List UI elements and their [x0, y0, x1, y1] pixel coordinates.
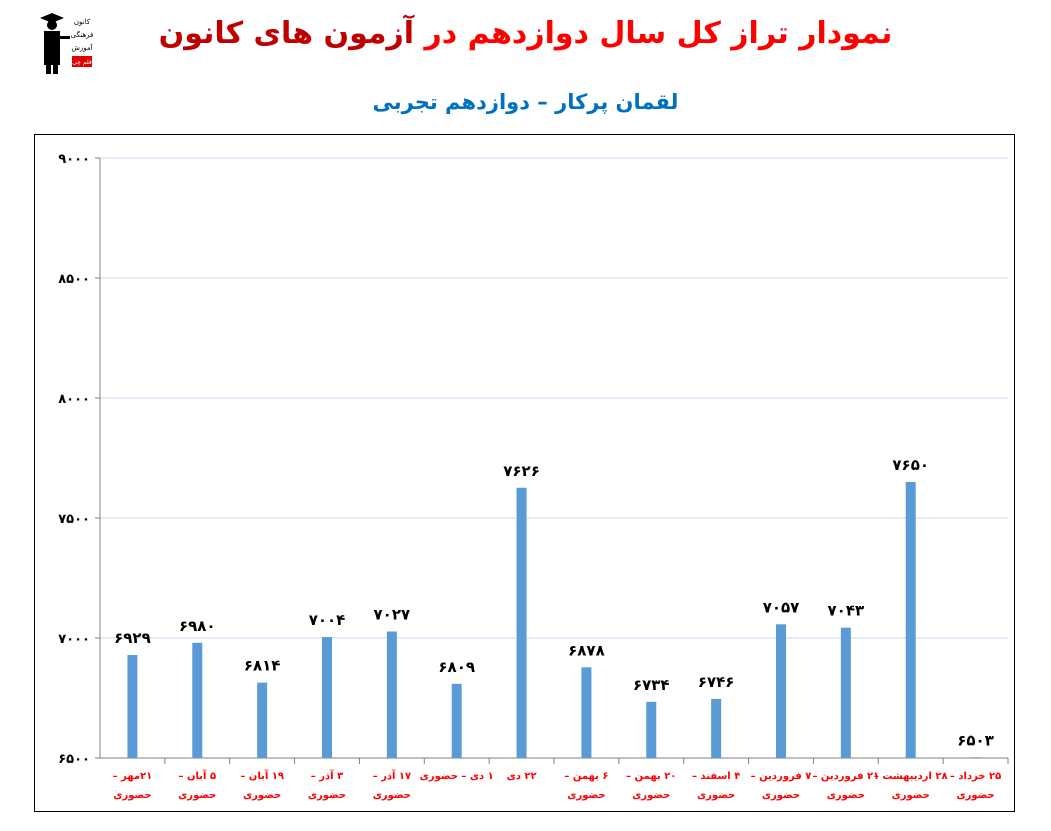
y-tick-label: ۷۵۰۰ — [58, 512, 90, 527]
x-tick-label: ۲۲ دی — [507, 771, 537, 782]
x-tick-label: حضوری — [632, 790, 670, 801]
bar — [840, 627, 851, 758]
x-tick-label: ۲۵ خرداد – — [950, 771, 1001, 782]
title-part-1: نمودار تراز کل سال دوازدهم در — [414, 16, 893, 51]
bar — [581, 667, 592, 758]
logo-line-2: فرهنگی — [71, 30, 94, 39]
x-tick-label: ۶ بهمن – — [564, 771, 608, 782]
x-tick-label: ۱ دی – حضوری — [420, 771, 494, 782]
chart-frame — [34, 134, 1015, 812]
x-tick-label: ۱۹ آبان – — [240, 769, 284, 782]
bar — [257, 682, 268, 758]
x-tick-label: ۷ فروردین – — [751, 771, 812, 782]
x-tick-label: حضوری — [697, 790, 735, 801]
x-tick-label: حضوری — [762, 790, 800, 801]
bar-value-label: ۶۷۴۶ — [698, 673, 735, 691]
bar-value-label: ۶۷۳۴ — [633, 676, 670, 694]
x-tick-label: حضوری — [373, 790, 411, 801]
x-tick-label: ۱۷ آذر – — [373, 769, 412, 782]
bar-value-label: ۷۶۲۶ — [503, 462, 540, 480]
page-title: نمودار تراز کل سال دوازدهم در آزمون های … — [120, 12, 931, 56]
x-tick-label: ۴ اسفند – — [692, 771, 740, 782]
bar — [386, 631, 397, 758]
bar-value-label: ۶۸۱۴ — [244, 657, 281, 675]
x-tick-label: حضوری — [113, 790, 151, 801]
bar-value-label: ۶۸۰۹ — [438, 658, 475, 676]
x-tick-label: ۲۱ فروردین – — [812, 771, 879, 782]
bar — [192, 642, 203, 758]
x-tick-label: حضوری — [892, 790, 930, 801]
logo-line-4: قلم چی — [72, 59, 92, 66]
bar — [322, 637, 332, 758]
bar — [646, 701, 657, 758]
bar — [127, 655, 138, 758]
x-tick-label: ۵ آبان – — [179, 769, 217, 782]
bar-value-label: ۷۰۲۷ — [374, 606, 411, 624]
kanoon-logo: کانون فرهنگی آموزش قلم چی — [38, 10, 94, 76]
bar — [776, 624, 786, 758]
subtitle-grade: – دوازدهم تجربی — [372, 90, 556, 114]
x-tick-label: ۲۰ بهمن – — [626, 771, 676, 782]
y-tick-label: ۶۵۰۰ — [58, 752, 90, 767]
page-subtitle: لقمان پرکار – دوازدهم تجربی — [200, 86, 851, 118]
y-tick-label: ۷۰۰۰ — [58, 632, 90, 647]
y-tick-label: ۹۰۰۰ — [58, 152, 90, 167]
x-tick-label: ۳ آذر – — [311, 769, 343, 782]
bar-value-label: ۷۶۵۰ — [892, 456, 929, 474]
bar — [516, 487, 527, 758]
bar — [711, 698, 722, 758]
bar-value-label: ۶۵۰۳ — [957, 731, 994, 749]
x-tick-label: حضوری — [178, 790, 216, 801]
y-tick-label: ۸۰۰۰ — [58, 392, 90, 407]
bar — [905, 482, 916, 758]
bar — [970, 757, 981, 758]
x-tick-label: حضوری — [567, 790, 605, 801]
bar-value-label: ۶۸۷۸ — [568, 641, 605, 659]
bar-value-label: ۶۹۲۹ — [114, 629, 151, 647]
bar-value-label: ۶۹۸۰ — [179, 617, 216, 635]
logo-line-1: کانون — [74, 18, 91, 26]
x-tick-label: ۲۸ اردیبهشت – — [874, 771, 948, 782]
y-tick-label: ۸۵۰۰ — [58, 272, 90, 287]
title-part-2: آزمون های کانون — [158, 16, 415, 51]
x-tick-label: حضوری — [243, 790, 281, 801]
bar-value-label: ۷۰۵۷ — [763, 598, 800, 616]
x-tick-label: ۲۱مهر – — [113, 771, 153, 782]
x-tick-label: حضوری — [956, 790, 994, 801]
bar-value-label: ۷۰۴۳ — [828, 602, 865, 620]
x-tick-label: حضوری — [827, 790, 865, 801]
x-tick-label: حضوری — [308, 790, 346, 801]
subtitle-student-name: لقمان پرکار — [555, 90, 679, 114]
bar-value-label: ۷۰۰۴ — [309, 611, 346, 629]
logo-line-3: آموزش — [71, 43, 93, 52]
graduate-figure-icon — [40, 13, 70, 74]
bar — [451, 683, 462, 758]
